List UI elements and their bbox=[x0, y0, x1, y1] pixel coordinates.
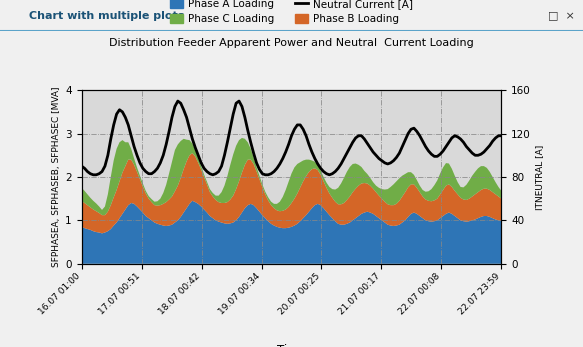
Text: □  ×: □ × bbox=[548, 11, 575, 20]
Legend: Phase A Loading, Phase C Loading, Neutral Current [A], Phase B Loading: Phase A Loading, Phase C Loading, Neutra… bbox=[166, 0, 417, 28]
Text: Chart with multiple plots: Chart with multiple plots bbox=[29, 11, 185, 20]
Y-axis label: ITNEUTRAL [A]: ITNEUTRAL [A] bbox=[535, 144, 544, 210]
X-axis label: Time: Time bbox=[277, 344, 306, 347]
Text: Distribution Feeder Apparent Power and Neutral  Current Loading: Distribution Feeder Apparent Power and N… bbox=[109, 39, 474, 48]
Y-axis label: SFPHASEA, SFPHASEB, SFPHASEC [MVA]: SFPHASEA, SFPHASEB, SFPHASEC [MVA] bbox=[52, 87, 61, 267]
